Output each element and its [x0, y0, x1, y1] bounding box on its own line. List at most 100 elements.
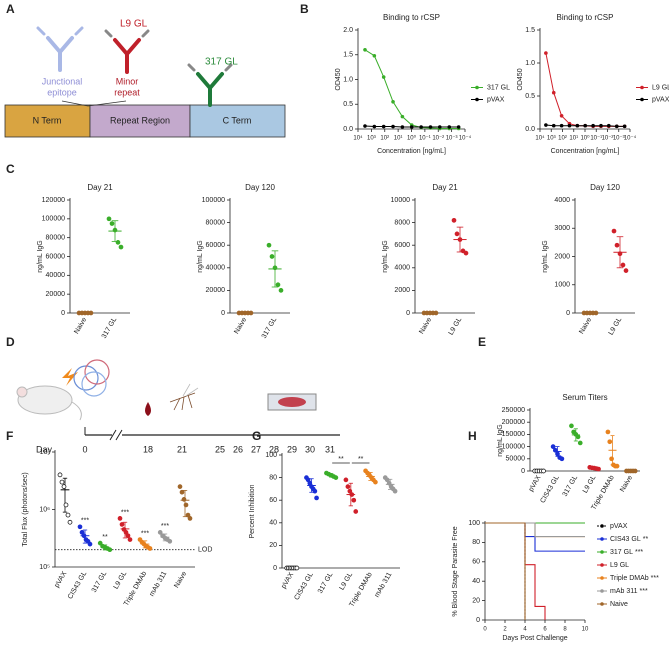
data-point — [622, 124, 627, 129]
y-tick-label: 40000 — [206, 265, 226, 272]
x-tick-label: pVAX — [528, 474, 543, 493]
axis-break — [109, 429, 123, 441]
data-point — [123, 530, 129, 535]
x-tick-label: CIS43 GL — [293, 571, 314, 601]
legend-marker — [600, 563, 604, 567]
y-tick-label: 100000 — [42, 216, 65, 223]
data-point — [544, 123, 548, 127]
data-point — [157, 530, 163, 535]
data-point — [381, 75, 386, 79]
lod-label: LOD — [198, 547, 212, 554]
day-label: 27 — [251, 444, 261, 454]
domain-label: C Term — [223, 115, 252, 125]
data-point — [614, 242, 620, 248]
day-label: 18 — [143, 444, 153, 454]
y-tick-label: 120000 — [42, 197, 65, 204]
data-point — [381, 124, 386, 129]
x-tick-label: 317 GL — [317, 571, 335, 594]
y-tick-label: 0 — [566, 310, 570, 317]
data-point — [343, 477, 349, 483]
plasmid-icon — [81, 371, 107, 397]
data-point — [147, 546, 153, 551]
data-point — [433, 310, 439, 316]
data-point — [451, 217, 457, 223]
day-label: 29 — [287, 444, 297, 454]
legend-label: L9 GL — [652, 84, 669, 91]
legend-marker — [600, 576, 604, 580]
survival-line — [485, 522, 546, 620]
y-tick-label: 80 — [472, 539, 480, 546]
panel-label: G — [252, 429, 261, 443]
legend-label: 317 GL — [610, 549, 633, 556]
legend-marker — [475, 97, 479, 102]
data-point — [614, 463, 620, 469]
x-tick-label: 317 GL — [101, 316, 119, 339]
data-point — [559, 114, 564, 118]
data-point — [63, 502, 69, 508]
data-point — [119, 522, 125, 527]
data-point — [77, 524, 83, 530]
data-point — [596, 466, 601, 472]
x-tick-label: L9 GL — [113, 570, 129, 590]
data-point — [275, 282, 281, 288]
survival-line — [485, 522, 526, 620]
data-point — [269, 254, 275, 259]
data-point — [437, 125, 442, 129]
data-point — [428, 125, 433, 129]
comparison-label: ** — [358, 456, 364, 463]
data-point — [541, 468, 546, 474]
data-point — [409, 125, 414, 129]
data-point — [372, 124, 377, 129]
data-point — [57, 472, 63, 478]
panel-label: E — [478, 335, 486, 349]
x-tick-label: Naive — [578, 316, 593, 335]
data-point — [314, 495, 319, 501]
x-tick-label: 10⁰ — [407, 135, 417, 142]
x-tick-label: mAb 311 — [374, 571, 394, 598]
y-tick-label: 60 — [269, 497, 277, 504]
x-tick-label: 10 — [582, 627, 589, 633]
x-tick-label: 10⁴ — [535, 135, 545, 142]
x-tick-label: pVAX — [54, 570, 69, 589]
legend-significance: *** — [640, 588, 648, 595]
data-point — [363, 48, 367, 52]
chart-title: Binding to rCSP — [557, 13, 614, 22]
data-point — [167, 538, 173, 544]
data-point — [609, 456, 614, 462]
data-point — [552, 447, 558, 453]
y-tick-label: 6000 — [394, 242, 410, 249]
y-tick-label: 60 — [472, 559, 480, 566]
data-point — [353, 509, 359, 514]
x-tick-label: 10⁻² — [432, 136, 444, 142]
data-point — [312, 488, 318, 494]
legend-label: CIS43 GL — [610, 536, 641, 543]
y-axis-label: % Blood Stage Parasite Free — [452, 526, 459, 616]
blood-drop-icon — [145, 402, 151, 416]
protein-diagram: N Term Repeat Region C Term L9 GL 317 GL… — [4, 19, 286, 138]
x-tick-label: L9 GL — [448, 316, 464, 336]
y-tick-label: 10⁵ — [39, 564, 50, 571]
data-point — [454, 231, 460, 237]
data-point — [179, 489, 185, 495]
x-tick-label: 6 — [543, 627, 547, 633]
x-tick-label: CIS43 GL — [67, 570, 88, 600]
y-axis-label: OD450 — [517, 68, 524, 90]
x-tick-label: Naive — [233, 316, 248, 335]
y-axis-label: ng/mL IgG — [37, 240, 44, 272]
y-tick-label: 20 — [472, 597, 480, 604]
y-tick-label: 0 — [521, 468, 525, 475]
legend-label: pVAX — [487, 96, 505, 103]
y-tick-label: 0.5 — [343, 101, 353, 108]
y-axis-label: Total Flux (photons/sec) — [22, 472, 29, 546]
x-tick-label: 10⁻³ — [446, 136, 458, 142]
plasmid-icon — [84, 359, 110, 385]
x-tick-label: 317 GL — [261, 316, 279, 339]
x-tick-label: 4 — [523, 627, 527, 633]
y-tick-label: 0 — [273, 565, 277, 572]
y-tick-label: 250000 — [502, 407, 525, 414]
y-tick-label: 1.5 — [343, 52, 353, 59]
x-tick-label: 10² — [558, 136, 567, 142]
panel-label: F — [6, 429, 13, 443]
data-point — [550, 444, 556, 449]
data-point — [363, 124, 367, 128]
